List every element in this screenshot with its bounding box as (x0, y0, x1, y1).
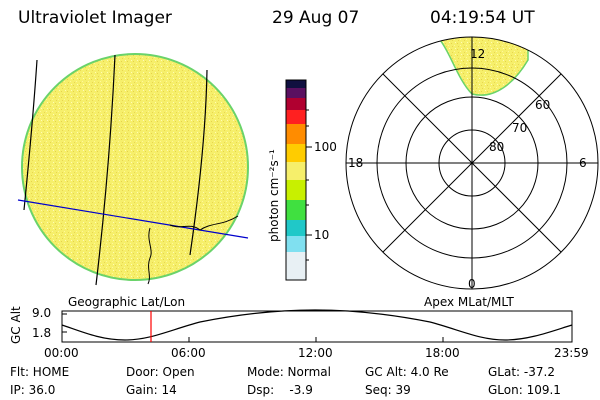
time-tick-0600: 06:00 (171, 346, 206, 360)
instrument-mode: Mode: Normal (247, 365, 331, 379)
altitude-tick-1-8: 1.8 (32, 326, 52, 340)
colorbar-tick-100: 100 (314, 140, 337, 154)
altitude-tick-9: 9.0 (32, 306, 52, 320)
geo-latitude: GLat: -37.2 (488, 365, 555, 379)
time-label: 04:19:54 UT (430, 8, 535, 28)
mlt-label-6: 6 (579, 156, 587, 170)
flight-mode: Flt: HOME (10, 365, 70, 379)
geographic-panel-label: Geographic Lat/Lon (68, 295, 186, 309)
door-status: Door: Open (126, 365, 195, 379)
earth-disk-image (17, 53, 249, 286)
colorbar (285, 79, 312, 281)
mlt-label-0: 0 (468, 277, 476, 291)
date-label: 29 Aug 07 (272, 8, 360, 28)
dsp-value: Dsp: -3.9 (247, 383, 313, 397)
polar-plot (345, 36, 599, 290)
lat-label-60: 60 (535, 98, 551, 112)
gc-altitude: GC Alt: 4.0 Re (365, 365, 449, 379)
ip-value: IP: 36.0 (10, 383, 56, 397)
mlt-label-12: 12 (470, 47, 486, 61)
time-tick-1200: 12:00 (298, 346, 333, 360)
altitude-axis-label: GC Alt (9, 306, 23, 344)
time-tick-1800: 18:00 (425, 346, 460, 360)
lat-label-80: 80 (489, 140, 505, 154)
colorbar-tick-10: 10 (314, 228, 330, 242)
geo-longitude: GLon: 109.1 (488, 383, 561, 397)
apex-panel-label: Apex MLat/MLT (424, 295, 514, 309)
altitude-plot (61, 309, 573, 343)
sequence-number: Seq: 39 (365, 383, 411, 397)
lat-label-70: 70 (512, 121, 528, 135)
time-tick-0000: 00:00 (44, 346, 79, 360)
mlt-label-18: 18 (348, 156, 364, 170)
instrument-title: Ultraviolet Imager (18, 8, 172, 28)
gain-value: Gain: 14 (126, 383, 177, 397)
time-tick-2359: 23:59 (554, 346, 589, 360)
colorbar-unit-label: photon cm⁻²s⁻¹ (267, 149, 281, 242)
